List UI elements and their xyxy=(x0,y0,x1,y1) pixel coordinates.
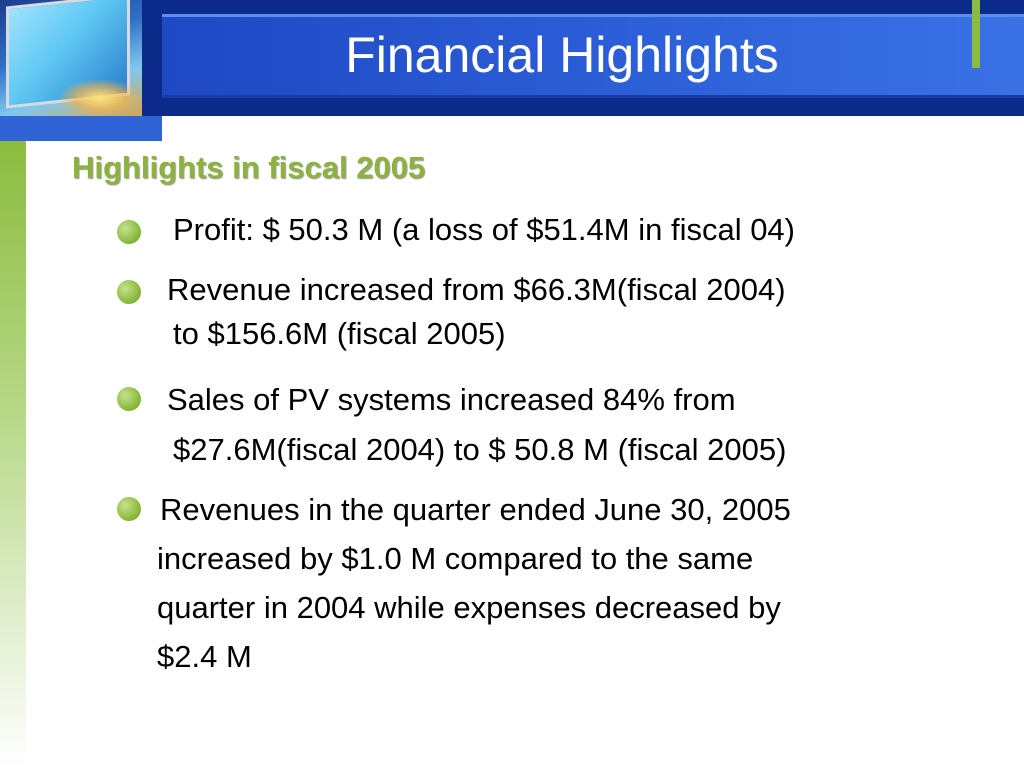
slide-title: Financial Highlights xyxy=(345,27,779,83)
accent-bar xyxy=(972,0,980,68)
bullet-item: Revenue increased from $66.3M(fiscal 200… xyxy=(117,268,997,356)
header-highlight-line xyxy=(162,14,1024,17)
bullet-dot-icon xyxy=(117,387,141,411)
corner-block xyxy=(0,116,162,141)
bullet-text: Profit: $ 50.3 M (a loss of $51.4M in fi… xyxy=(173,212,795,247)
bullet-item: Revenues in the quarter ended June 30, 2… xyxy=(117,485,997,681)
left-green-rail xyxy=(0,141,26,768)
slide-subtitle: Highlights in fiscal 2005 xyxy=(72,150,426,185)
header-shadow-line xyxy=(162,95,1024,98)
bullet-dot-icon xyxy=(117,497,141,521)
bullet-item: Profit: $ 50.3 M (a loss of $51.4M in fi… xyxy=(117,208,997,252)
bullet-text: Revenues in the quarter ended June 30, 2… xyxy=(157,492,791,674)
monitor-glow xyxy=(60,80,140,116)
computer-monitor-image xyxy=(0,0,142,116)
bullet-dot-icon xyxy=(117,220,141,244)
bullet-text: Sales of PV systems increased 84% from $… xyxy=(167,382,787,467)
title-panel xyxy=(162,14,1024,98)
bullet-item: Sales of PV systems increased 84% from $… xyxy=(117,375,997,475)
bullet-text: Revenue increased from $66.3M(fiscal 200… xyxy=(167,272,786,351)
bullet-dot-icon xyxy=(117,280,141,304)
